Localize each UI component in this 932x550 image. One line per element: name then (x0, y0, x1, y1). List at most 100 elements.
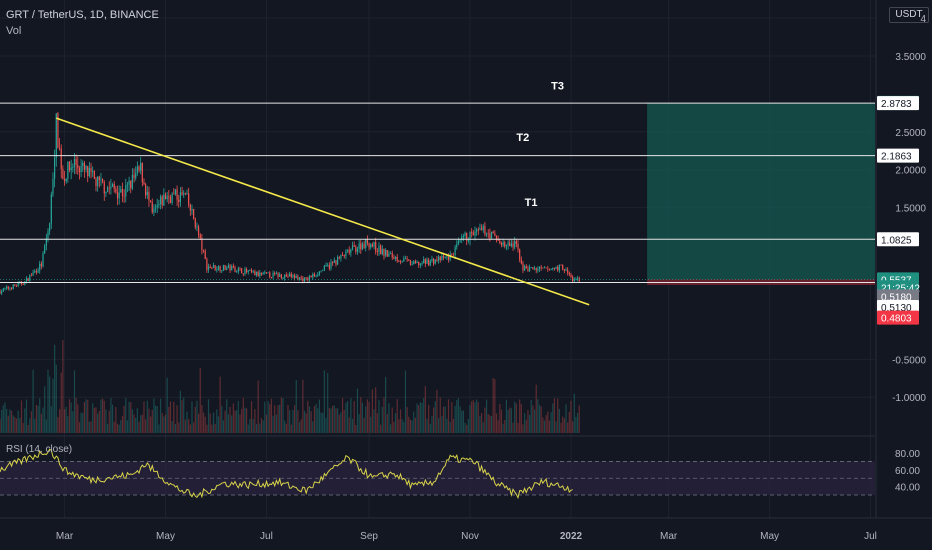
volume-bar (320, 412, 322, 433)
volume-bar (73, 370, 76, 433)
volume-bar (136, 408, 138, 433)
price-badge: 2.8783 (881, 99, 912, 110)
candle-body (130, 180, 132, 189)
candle-body (141, 162, 143, 183)
candle-body (191, 208, 193, 211)
volume-bar (563, 418, 565, 433)
volume-bar (456, 399, 458, 433)
candle-body (524, 266, 526, 271)
volume-bar (32, 369, 34, 433)
candle-body (404, 258, 407, 260)
candle-body (437, 256, 440, 261)
candle-body (161, 196, 163, 206)
volume-bar (209, 413, 211, 433)
volume-bar (363, 417, 365, 433)
volume-bar (145, 419, 147, 433)
volume-bar (444, 406, 446, 433)
volume-bar (245, 408, 248, 433)
volume-bar (171, 421, 173, 433)
time-tick-label: Nov (461, 531, 479, 542)
candle-body (9, 287, 11, 289)
candle-body (113, 184, 115, 189)
candle-body (1, 291, 3, 294)
candle-body (102, 179, 104, 183)
candle-body (232, 266, 234, 268)
volume-bar (216, 409, 218, 433)
volume-bar (457, 398, 460, 433)
rsi-label[interactable]: RSI (14, close) (6, 444, 73, 455)
volume-bar (194, 406, 196, 433)
time-tick-label: Mar (56, 531, 74, 542)
candle-body (92, 171, 94, 172)
volume-bar (376, 413, 378, 433)
candle-body (287, 276, 289, 278)
candle-body (265, 272, 268, 274)
volume-bar (535, 384, 537, 433)
volume-bar (4, 402, 6, 433)
volume-bar (414, 417, 417, 433)
price-badge: 21:25:42 (881, 283, 920, 294)
volume-bar (260, 418, 263, 433)
volume-bar (27, 424, 29, 433)
candle-body (543, 267, 546, 269)
volume-bar (442, 406, 445, 433)
candle-body (50, 194, 52, 224)
volume-bar (289, 410, 291, 433)
candle-body (312, 274, 314, 278)
volume-bar (229, 407, 231, 433)
candle-body (353, 245, 355, 247)
candle-body (229, 265, 231, 271)
candle-body (284, 274, 286, 279)
volume-bar (489, 415, 491, 433)
volume-bar (337, 408, 339, 433)
volume-bar (383, 397, 385, 433)
volume-bar (221, 405, 223, 433)
symbol-header[interactable]: GRT / TetherUS, 1D, BINANCE (6, 9, 159, 21)
volume-bar (293, 405, 296, 433)
time-tick-label: May (156, 531, 175, 542)
volume-bar (110, 398, 112, 433)
volume-bar (315, 403, 317, 433)
volume-bar (345, 402, 347, 433)
candle-body (171, 193, 173, 203)
volume-bar (543, 420, 546, 433)
volume-bar (65, 406, 67, 433)
volume-bar (327, 372, 329, 433)
candle-body (29, 275, 31, 282)
currency-button[interactable]: USDT (889, 7, 929, 23)
volume-bar (191, 401, 193, 433)
candle-body (234, 267, 236, 273)
candle-body (45, 238, 47, 246)
rsi-tick-label: 80.00 (895, 449, 920, 460)
candle-body (145, 184, 147, 196)
candle-body (396, 256, 398, 261)
volume-bar (105, 409, 107, 433)
volume-bar (434, 401, 436, 433)
volume-bar (409, 419, 412, 433)
candle-body (73, 158, 76, 168)
candle-body (163, 194, 165, 206)
candle-body (434, 259, 436, 264)
candle-body (88, 167, 90, 177)
candle-body (441, 255, 443, 261)
candle-body (345, 250, 347, 257)
volume-bar (300, 419, 302, 433)
volume-bar (361, 402, 364, 433)
candle-body (576, 278, 579, 280)
volume-bar (102, 398, 104, 433)
candle-body (179, 192, 181, 203)
candle-body (492, 231, 494, 234)
volume-bar (436, 389, 438, 433)
volume-bar (290, 424, 292, 433)
candle-body (406, 258, 408, 260)
candle-body (293, 275, 296, 278)
candle-body (552, 267, 554, 270)
price-badge-bg (877, 96, 919, 111)
candle-body (393, 257, 395, 259)
candle-body (300, 277, 302, 279)
candle-body (315, 275, 317, 277)
volume-bar (227, 414, 229, 433)
candle-body (461, 236, 463, 240)
candle-body (68, 161, 71, 171)
